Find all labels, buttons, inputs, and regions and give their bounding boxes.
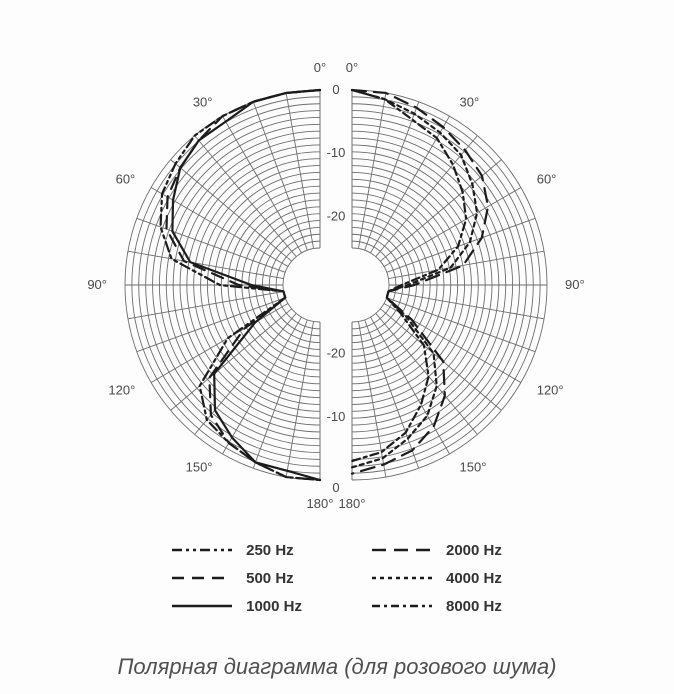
legend-item: 1000 Hz <box>172 596 302 616</box>
grid-spoke <box>253 102 307 250</box>
db-label: 0 <box>332 480 339 495</box>
legend-label: 250 Hz <box>246 542 294 559</box>
grid-spoke <box>137 218 285 272</box>
legend-label: 8000 Hz <box>446 598 502 615</box>
db-label: -20 <box>327 346 346 361</box>
grid-spoke <box>137 298 285 352</box>
db-label: -20 <box>327 208 346 223</box>
angle-label: 30° <box>193 94 213 109</box>
legend-swatch <box>372 571 432 585</box>
grid-spoke <box>387 218 535 272</box>
legend-item: 2000 Hz <box>372 540 502 560</box>
angle-label: 180° <box>339 496 366 511</box>
grid-spoke <box>253 320 307 468</box>
db-label: -10 <box>327 145 346 160</box>
grid-spoke <box>365 320 419 468</box>
db-label: 0 <box>332 82 339 97</box>
legend-col-right: 2000 Hz 4000 Hz 8000 Hz <box>372 540 502 616</box>
legend-swatch <box>172 599 232 613</box>
grid-spoke <box>128 251 284 278</box>
grid-spoke <box>358 93 385 249</box>
grid-spoke <box>286 321 313 477</box>
legend-label: 1000 Hz <box>246 598 302 615</box>
figure-root: { "chart": { "type": "polar-pattern", "t… <box>0 0 674 694</box>
legend-swatch <box>372 543 432 557</box>
legend: 250 Hz 500 Hz 1000 Hz 2000 Hz 4000 Hz 8000 H… <box>0 540 674 616</box>
legend-swatch <box>372 599 432 613</box>
grid-spoke <box>365 102 419 250</box>
angle-label: 60° <box>537 172 557 187</box>
legend-swatch <box>172 571 232 585</box>
angle-label: 120° <box>537 383 564 398</box>
legend-label: 2000 Hz <box>446 542 502 559</box>
legend-swatch <box>172 543 232 557</box>
angle-label: 60° <box>116 172 136 187</box>
angle-label: 0° <box>346 60 358 75</box>
legend-item: 8000 Hz <box>372 596 502 616</box>
grid-spoke <box>388 291 544 318</box>
angle-label: 180° <box>307 496 334 511</box>
angle-label: 30° <box>460 94 480 109</box>
angle-label: 0° <box>314 60 326 75</box>
legend-col-left: 250 Hz 500 Hz 1000 Hz <box>172 540 302 616</box>
grid-spoke <box>358 321 385 477</box>
chart-title: Полярная диаграмма (для розового шума) <box>0 654 674 680</box>
polar-chart: 0° 30° 60° 90° 120° 150° 180° 0° 30° 60° 90° 120° 15… <box>0 0 674 520</box>
angle-label: 120° <box>108 383 135 398</box>
legend-label: 4000 Hz <box>446 570 502 587</box>
legend-item: 250 Hz <box>172 540 302 560</box>
angle-label: 90° <box>565 277 585 292</box>
legend-label: 500 Hz <box>246 570 294 587</box>
angle-label: 150° <box>460 460 487 475</box>
angle-label: 90° <box>87 277 107 292</box>
grid-spoke <box>286 93 313 249</box>
db-label: -10 <box>327 409 346 424</box>
grid-spoke <box>388 251 544 278</box>
legend-item: 500 Hz <box>172 568 302 588</box>
legend-item: 4000 Hz <box>372 568 502 588</box>
angle-label: 150° <box>186 460 213 475</box>
